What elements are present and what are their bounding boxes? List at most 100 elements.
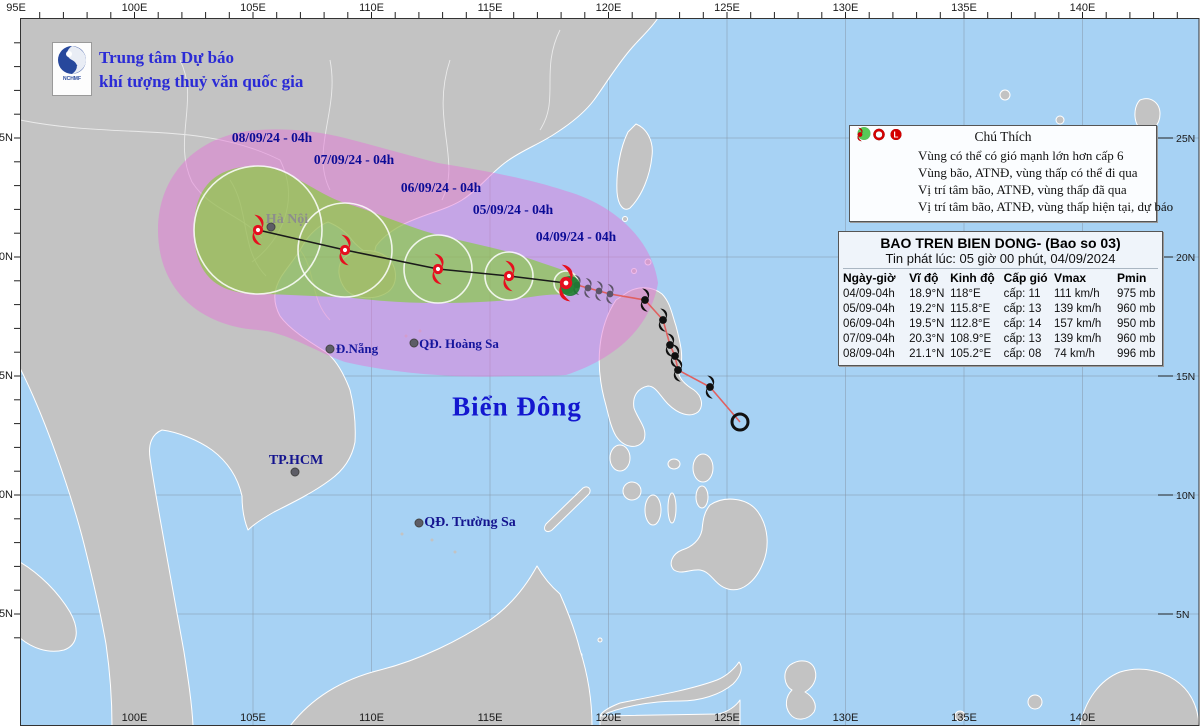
forecast-uncertainty-circle [297,202,393,298]
legend-item: Vùng có thể có gió mạnh lớn hơn cấp 6 [856,127,1150,164]
land-leyte [695,485,709,509]
storm-table-header: Vĩ độ [909,271,939,285]
storm-table-cell: cấp: 14 [1003,317,1042,330]
storm-table-cell: 05/09-04h [843,302,895,315]
land-taiwan [616,123,653,210]
land-mindoro [609,444,631,472]
storm-table-cell: 112.8°E [950,317,991,330]
storm-table-cell: 139 km/h [1054,302,1102,315]
storm-table-cell: 960 mb [1117,302,1156,315]
top-lon-label: 110E [359,2,384,14]
right-lat-label: 5N [1176,609,1189,621]
top-lon-label: 130E [832,2,859,14]
land-palawan [544,486,591,533]
legend-rows: Vùng có thể có gió mạnh lớn hơn cấp 6 Vùn… [856,127,1173,215]
axis-ticks [14,12,1178,639]
bottom-lon-label: 135E [951,712,977,724]
left-lat-label: 10N [0,489,13,501]
land-halmahera [784,660,817,720]
bottom-lon-label: 110E [359,712,384,724]
top-lon-label: 115E [477,2,503,14]
storm-table-header: Ngày-giờ [843,271,896,285]
legend-item: L Vị trí tâm bão, ATNĐ, vùng thấp hiện tạ… [856,127,1173,215]
forecast-time-label: 04/09/24 - 04h [535,229,617,244]
storm-table-cell: 21.1°N [909,347,945,360]
top-lon-label: 105E [240,2,266,14]
right-lat-label: 20N [1176,252,1195,264]
place-label: TP.HCM [268,453,324,468]
forecast-time-label: 08/09/24 - 04h [231,130,313,145]
top-lon-label: 140E [1069,2,1096,14]
bottom-lon-label: 125E [714,712,740,724]
forecast-time-label: 07/09/24 - 04h [313,152,395,167]
place-marker-dot [414,518,424,528]
svg-text:L: L [894,131,899,140]
right-lat-label: 15N [1176,371,1195,383]
place-label: QĐ. Hoàng Sa [419,336,499,351]
bottom-lon-label: 105E [240,712,266,724]
forecast-position-center [255,227,261,233]
right-lat-label: 10N [1176,490,1195,502]
storm-table-cell: 20.3°N [909,332,945,345]
storm-table-cell: 157 km/h [1054,317,1102,330]
land-sulawesi [599,661,742,726]
storm-table-row: 06/09-04h 19.5°N 112.8°E cấp: 14 157 km/h 950… [843,316,1158,331]
forecast-position-center [435,266,441,272]
land-cebu [667,492,677,524]
inner-axis-labels: 100E 105E 110E 115E 120E 125E 130E 135E 140E 5N 10… [122,133,1196,724]
left-lat-label: 20N [0,251,13,263]
current-position-center [563,280,569,286]
land-panay [622,481,642,501]
storm-table-cell: 19.2°N [909,302,945,315]
place-marker-dot [409,338,419,348]
bottom-lon-label: 115E [478,712,503,724]
top-lon-label: 120E [595,2,622,14]
legend-item-text: Vùng bão, ATNĐ, vùng thấp có thể đi qua [918,164,1138,180]
storm-table-header: Cấp gió [1003,271,1048,285]
storm-issued-time: Tin phát lúc: 05 giờ 00 phút, 04/09/2024 [843,251,1158,269]
bottom-lon-label: 130E [833,712,859,724]
left-lat-label: 5N [0,608,13,620]
legend-item-text: Vị trí tâm bão, ATNĐ, vùng thấp đã qua [918,181,1127,197]
logo-caption: NCHMF [62,76,82,82]
storm-table-cell: 105.2°E [950,347,992,360]
land-small-island [999,89,1011,101]
legend-tropical-depression-current-icon [873,128,885,141]
forecast-uncertainty-circle [403,234,473,304]
forecast-position-center [342,247,348,253]
storm-table-cell: 950 mb [1117,317,1156,330]
top-lon-label: 125E [714,2,740,14]
land-sumatra [20,561,77,652]
legend-low-current-icon [890,129,902,140]
storm-table-cell: cấp: 13 [1003,332,1042,345]
nchmf-emblem-icon [58,46,86,74]
storm-table-row: 05/09-04h 19.2°N 115.8°E cấp: 13 139 km/h 960… [843,301,1158,316]
legend-box: Chú Thích Vùng có thể có gió mạnh lớn hơ… [849,125,1173,222]
nchmf-logo: NCHMF [52,42,92,96]
spratly-islands [400,532,457,554]
right-lat-label: 25N [1176,133,1195,145]
place-label: Hà Nội [265,212,309,227]
storm-table-cell: 108.9°E [950,332,992,345]
top-lon-label: 95E [6,2,26,14]
storm-table-cell: 08/09-04h [843,347,895,360]
storm-table-cell: 996 mb [1117,347,1156,360]
land-negros [644,494,662,526]
forecast-uncertainty-circle [193,165,323,295]
storm-passage-area [194,166,580,303]
storm-table-cell: 07/09-04h [843,332,895,345]
forecast-uncertainty-circle [484,251,534,301]
land-borneo [289,565,593,726]
storm-table-cell: 19.5°N [909,317,945,330]
land-samar [692,453,714,483]
storm-table-cell: cấp: 08 [1003,347,1042,360]
legend-item: Vùng bão, ATNĐ, vùng thấp có thể đi qua [856,127,1150,181]
storm-table-cell: 115.8°E [950,302,991,315]
land-mindanao [670,498,768,591]
bottom-lon-label: 140E [1070,712,1096,724]
org-name-line2: khí tượng thuỷ văn quốc gia [99,72,304,91]
storm-track-layer [193,165,750,432]
place-marker-dot [325,344,335,354]
storm-table-row: 04/09-04h 18.9°N 118°E cấp: 11 111 km/h 975 m… [843,286,1158,301]
